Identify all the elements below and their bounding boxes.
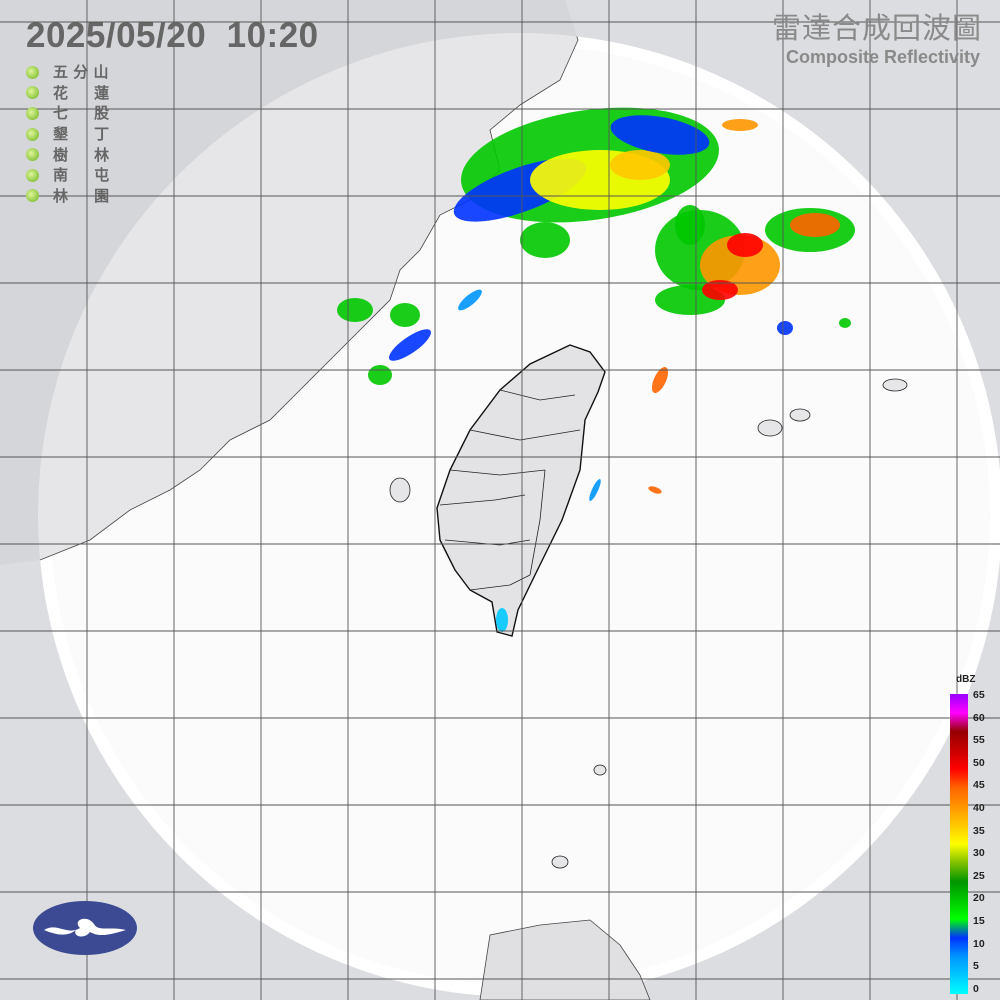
radar-station-item: 林 園	[26, 186, 123, 207]
timestamp: 2025/05/20 10:20	[26, 16, 319, 55]
station-name: 五 分 山	[53, 63, 109, 82]
echo-cell	[648, 486, 662, 494]
echo-cell	[368, 365, 392, 385]
station-status-icon	[26, 189, 39, 203]
legend-color-bar	[950, 694, 968, 994]
echo-cell	[839, 318, 851, 328]
taiwan-island	[436, 344, 606, 637]
radar-station-list: 五 分 山花 蓮七 股墾 丁樹 林南 屯林 園	[26, 62, 123, 206]
radar-station-item: 墾 丁	[26, 124, 123, 145]
title-english: Composite Reflectivity	[785, 47, 980, 67]
echo-cell	[727, 233, 763, 257]
echo-cell	[389, 329, 431, 361]
station-name: 花 蓮	[53, 83, 110, 102]
station-name: 南 屯	[53, 166, 110, 185]
echo-cell	[458, 289, 482, 311]
radar-station-item: 花 蓮	[26, 83, 123, 104]
legend-tick-label: 35	[973, 824, 985, 837]
echo-cell	[520, 222, 570, 258]
legend-tick-label: 60	[973, 711, 985, 724]
legend-tick-label: 45	[973, 779, 985, 792]
station-status-icon	[26, 148, 39, 162]
legend-tick-label: 5	[973, 960, 979, 973]
station-name: 墾 丁	[53, 125, 110, 144]
luzon-land	[479, 919, 651, 1000]
legend-tick-label: 15	[973, 915, 985, 927]
cwa-logo-icon	[33, 901, 137, 955]
echo-cell	[610, 115, 710, 155]
echo-cell	[790, 213, 840, 237]
echo-cell	[777, 321, 793, 335]
station-name: 樹 林	[53, 145, 110, 164]
station-status-icon	[26, 168, 39, 182]
station-name: 七 股	[53, 104, 110, 123]
islands	[389, 378, 908, 869]
echo-cell	[337, 298, 373, 322]
legend-tick-label: 55	[973, 734, 985, 747]
legend-tick-label: 40	[973, 802, 985, 814]
legend-tick-label: 30	[973, 847, 985, 860]
station-status-icon	[26, 86, 39, 100]
station-name: 林 園	[53, 186, 110, 205]
echo-cell	[589, 479, 601, 501]
legend-tick-label: 0	[973, 982, 979, 995]
radar-station-item: 樹 林	[26, 144, 123, 165]
station-status-icon	[26, 106, 39, 120]
echo-cell	[496, 608, 508, 632]
legend-tick-label: 25	[973, 869, 985, 882]
echo-cell	[675, 205, 705, 245]
echo-cell	[651, 367, 669, 393]
legend-tick-label: 65	[973, 689, 985, 701]
county-borders	[439, 389, 581, 591]
radar-echoes	[337, 107, 855, 632]
legend-tick-label: 50	[973, 756, 985, 769]
station-status-icon	[26, 65, 39, 79]
echo-cell	[390, 303, 420, 327]
legend-unit: dBZ	[956, 674, 976, 685]
radar-station-item: 七 股	[26, 103, 123, 124]
echo-cell	[610, 150, 670, 180]
radar-station-item: 五 分 山	[26, 62, 123, 83]
station-status-icon	[26, 127, 39, 141]
legend-tick-label: 20	[973, 892, 985, 905]
dbz-color-legend: dBZ 65 60 55 50 45 40 35 30 25 20 15 10 5 0	[946, 674, 1000, 1000]
legend-tick-label: 10	[973, 937, 985, 950]
echo-cell	[722, 119, 758, 131]
echo-cell	[702, 280, 738, 300]
title-chinese: 雷達合成回波圖	[771, 11, 982, 45]
radar-station-item: 南 屯	[26, 165, 123, 186]
